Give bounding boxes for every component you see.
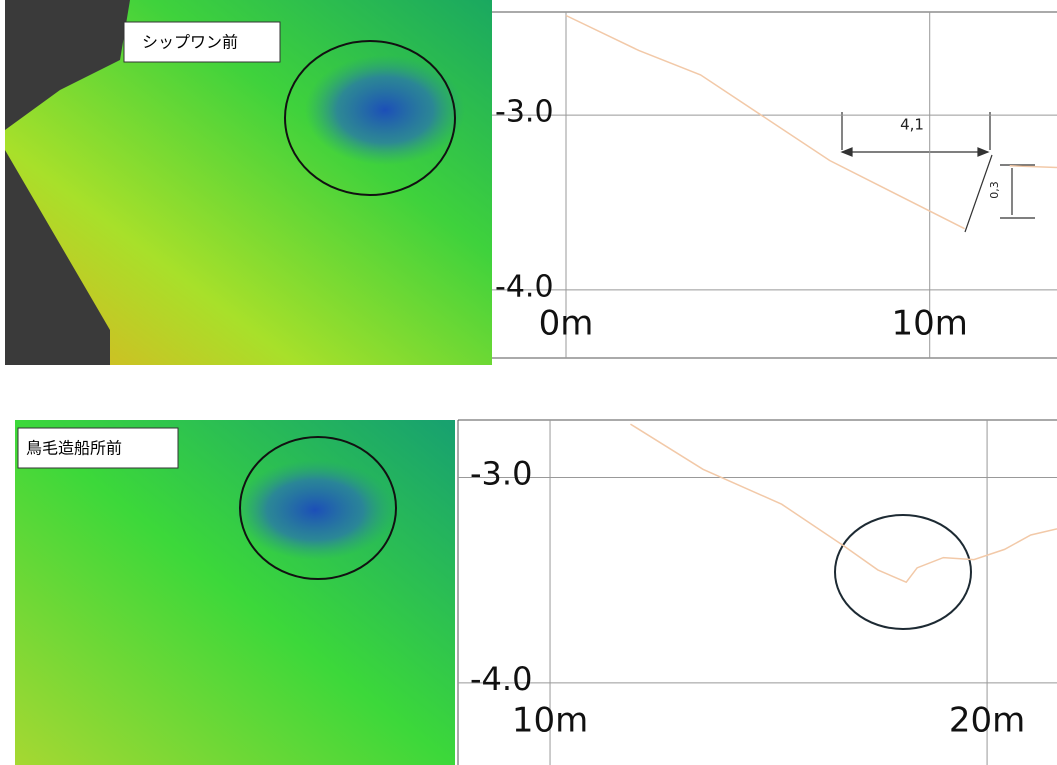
annotation: 0,3	[988, 181, 1001, 199]
page: シップワン前 鳥毛造船所前 -3.0-4.00m10m4,10,3-3.0-4.…	[0, 0, 1057, 765]
x-tick-label: 10m	[512, 701, 588, 741]
dimension-lines	[835, 112, 1035, 629]
y-tick-label: -4.0	[495, 269, 554, 304]
profile-line	[566, 15, 1057, 228]
point-cloud-image: シップワン前	[5, 0, 492, 365]
x-tick-label: 0m	[539, 304, 594, 344]
x-tick-label: 20m	[949, 701, 1025, 741]
y-tick-label: -3.0	[495, 95, 554, 130]
profile-line	[630, 424, 1057, 582]
figure: シップワン前 鳥毛造船所前 -3.0-4.00m10m4,10,3-3.0-4.…	[0, 0, 1057, 765]
x-tick-label: 10m	[892, 304, 968, 344]
y-tick-label: -4.0	[470, 660, 532, 698]
image-label: シップワン前	[142, 33, 238, 52]
annotation: 4,1	[900, 116, 924, 134]
point-cloud-image: 鳥毛造船所前	[15, 420, 455, 765]
y-tick-label: -3.0	[470, 455, 532, 493]
image-label: 鳥毛造船所前	[26, 439, 122, 458]
